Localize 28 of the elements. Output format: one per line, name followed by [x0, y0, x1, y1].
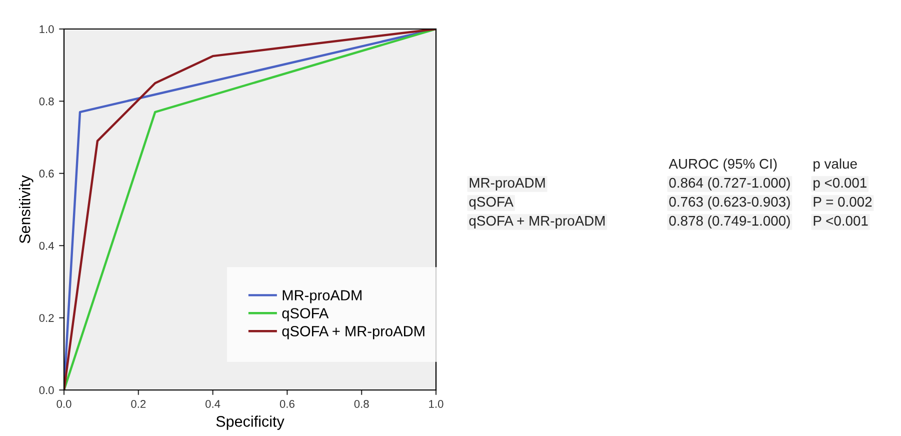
text: P <0.001 — [814, 216, 868, 226]
y-tick-label: 0.2 — [39, 314, 54, 322]
x-tick-label: 0.0 — [56, 400, 72, 408]
y-tick-label: 0.0 — [39, 386, 54, 394]
y-tick-label: 1.0 — [40, 25, 54, 34]
x-tick-label: 0.6 — [280, 400, 294, 408]
text: qSOFA + MR-proADM — [469, 216, 605, 228]
x-tick-label: 1.0 — [429, 400, 444, 408]
x-tick-label: 0.4 — [206, 400, 220, 408]
text: P = 0.002 — [814, 196, 872, 207]
legend-label: qSOFA — [282, 308, 329, 322]
y-tick-label: 0.6 — [39, 170, 54, 178]
text: p value — [814, 158, 857, 172]
legend-label: MR-proADM — [282, 290, 362, 304]
y-tick-label: 0.4 — [39, 242, 54, 250]
x-tick-label: 0.8 — [354, 400, 369, 408]
legend-label: qSOFA + MR-proADM — [282, 326, 424, 340]
text: MR-proADM — [470, 178, 545, 190]
text: p <0.001 — [814, 178, 866, 190]
text: AUROC (95% CI) — [668, 158, 777, 172]
text: 0.878 (0.749-1.000) — [669, 216, 790, 228]
x-axis-title: Specificity — [216, 416, 284, 430]
y-axis-title: Sensitivity — [19, 175, 34, 244]
x-tick-label: 0.2 — [131, 400, 146, 408]
text: 0.864 (0.727-1.000) — [669, 178, 790, 190]
text: qSOFA — [469, 196, 514, 210]
text: 0.763 (0.623-0.903) — [669, 196, 790, 210]
y-tick-label: 0.8 — [39, 97, 54, 106]
